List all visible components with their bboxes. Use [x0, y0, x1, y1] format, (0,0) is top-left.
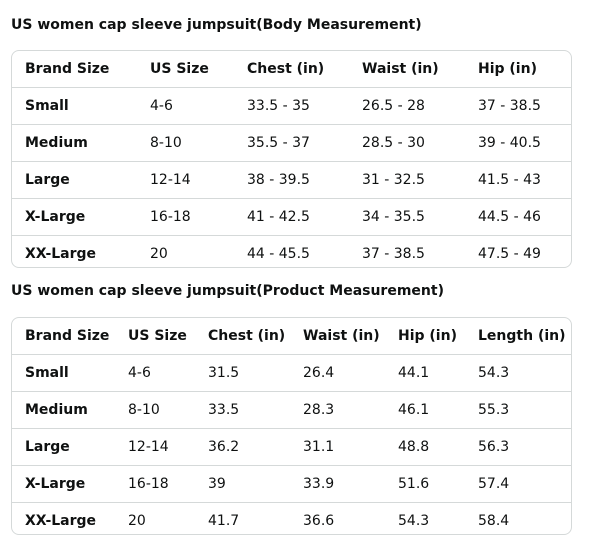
chest-cell: 31.5: [195, 354, 290, 392]
table-row: Medium 8-10 33.5 28.3 46.1 55.3: [12, 391, 571, 429]
length-cell: 55.3: [465, 391, 571, 429]
chest-cell: 39: [195, 465, 290, 503]
waist-cell: 37 - 38.5: [362, 246, 425, 262]
brand-size-cell: Small: [12, 87, 137, 125]
us-size-cell: 16-18: [137, 198, 234, 236]
header-length: Length (in): [465, 318, 571, 355]
us-size-cell: 4-6: [137, 87, 234, 125]
us-size-cell: 12-14: [115, 428, 195, 466]
us-size-cell: 16-18: [115, 465, 195, 503]
header-hip: Hip (in): [385, 318, 465, 355]
brand-size-cell: Medium: [12, 391, 115, 429]
waist-cell: 28.3: [290, 391, 385, 429]
chest-cell: 33.5: [195, 391, 290, 429]
us-size-cell: 8-10: [137, 124, 234, 162]
waist-cell: 31 - 32.5: [349, 161, 465, 199]
brand-size-cell: Small: [12, 354, 115, 392]
product-measurement-table: Brand Size US Size Chest (in) Waist (in)…: [11, 317, 572, 535]
waist-cell: 31.1: [290, 428, 385, 466]
table-header-row: Brand Size US Size Chest (in) Waist (in)…: [12, 318, 571, 355]
hip-cell: 54.3: [398, 513, 430, 529]
us-size-cell: 4-6: [115, 354, 195, 392]
table-row: Small 4-6 31.5 26.4 44.1 54.3: [12, 354, 571, 392]
waist-cell: 28.5 - 30: [349, 124, 465, 162]
us-size-cell: 20: [150, 246, 168, 262]
header-brand-size: Brand Size: [12, 318, 115, 355]
header-us-size: US Size: [115, 318, 195, 355]
chest-cell: 41.7: [208, 513, 240, 529]
hip-cell: 48.8: [385, 428, 465, 466]
brand-size-cell: Large: [12, 428, 115, 466]
header-waist: Waist (in): [349, 51, 465, 88]
length-cell: 56.3: [465, 428, 571, 466]
table-row: XX-Large 20 44 - 45.5 37 - 38.5 47.5 - 4…: [12, 236, 571, 268]
waist-cell: 26.4: [290, 354, 385, 392]
brand-size-cell: XX-Large: [25, 513, 97, 529]
waist-cell: 34 - 35.5: [349, 198, 465, 236]
brand-size-cell: XX-Large: [25, 246, 97, 262]
chest-cell: 33.5 - 35: [234, 87, 349, 125]
header-chest: Chest (in): [234, 51, 349, 88]
table-row: XX-Large 20 41.7 36.6 54.3 58.4: [12, 503, 571, 535]
waist-cell: 26.5 - 28: [349, 87, 465, 125]
table-row: X-Large 16-18 39 33.9 51.6 57.4: [12, 465, 571, 503]
header-us-size: US Size: [137, 51, 234, 88]
chest-cell: 38 - 39.5: [234, 161, 349, 199]
length-cell: 54.3: [465, 354, 571, 392]
hip-cell: 39 - 40.5: [465, 124, 571, 162]
brand-size-cell: Medium: [12, 124, 137, 162]
waist-cell: 33.9: [290, 465, 385, 503]
us-size-cell: 20: [128, 513, 146, 529]
us-size-cell: 8-10: [115, 391, 195, 429]
chest-cell: 36.2: [195, 428, 290, 466]
chest-cell: 35.5 - 37: [234, 124, 349, 162]
chest-cell: 44 - 45.5: [247, 246, 310, 262]
brand-size-cell: Large: [12, 161, 137, 199]
length-cell: 58.4: [478, 513, 510, 529]
product-measurement-title: US women cap sleeve jumpsuit(Product Mea…: [11, 283, 444, 299]
header-chest: Chest (in): [195, 318, 290, 355]
brand-size-cell: X-Large: [12, 198, 137, 236]
table-row: X-Large 16-18 41 - 42.5 34 - 35.5 44.5 -…: [12, 198, 571, 236]
length-cell: 57.4: [465, 465, 571, 503]
header-brand-size: Brand Size: [12, 51, 137, 88]
waist-cell: 36.6: [303, 513, 335, 529]
table-row: Large 12-14 38 - 39.5 31 - 32.5 41.5 - 4…: [12, 161, 571, 199]
table-row: Large 12-14 36.2 31.1 48.8 56.3: [12, 428, 571, 466]
hip-cell: 41.5 - 43: [465, 161, 571, 199]
hip-cell: 51.6: [385, 465, 465, 503]
hip-cell: 47.5 - 49: [478, 246, 541, 262]
table-row: Small 4-6 33.5 - 35 26.5 - 28 37 - 38.5: [12, 87, 571, 125]
chest-cell: 41 - 42.5: [234, 198, 349, 236]
hip-cell: 44.5 - 46: [465, 198, 571, 236]
header-waist: Waist (in): [290, 318, 385, 355]
hip-cell: 46.1: [385, 391, 465, 429]
table-row: Medium 8-10 35.5 - 37 28.5 - 30 39 - 40.…: [12, 124, 571, 162]
header-hip: Hip (in): [465, 51, 571, 88]
hip-cell: 44.1: [385, 354, 465, 392]
table-header-row: Brand Size US Size Chest (in) Waist (in)…: [12, 51, 571, 88]
body-measurement-title: US women cap sleeve jumpsuit(Body Measur…: [11, 17, 422, 33]
us-size-cell: 12-14: [137, 161, 234, 199]
body-measurement-table: Brand Size US Size Chest (in) Waist (in)…: [11, 50, 572, 268]
brand-size-cell: X-Large: [12, 465, 115, 503]
hip-cell: 37 - 38.5: [465, 87, 571, 125]
